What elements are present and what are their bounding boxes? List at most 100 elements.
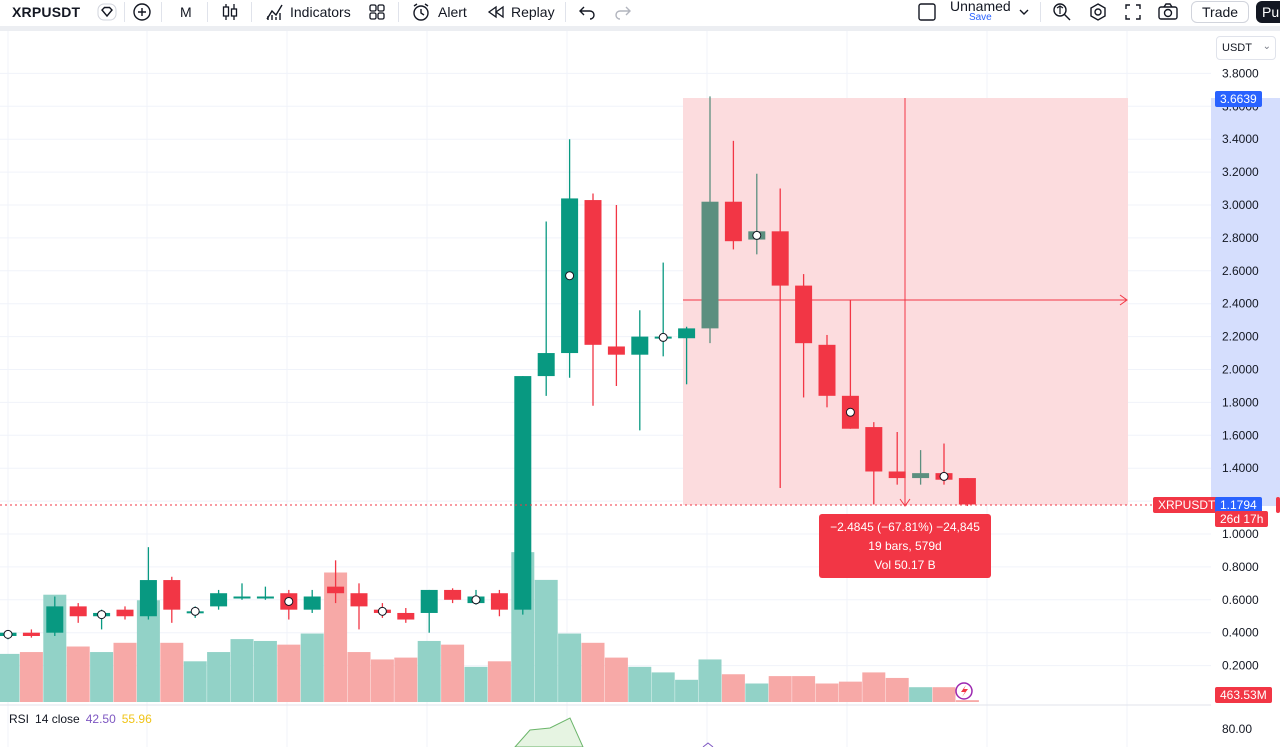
rsi-line-segment xyxy=(702,742,714,747)
dividend-marker xyxy=(190,606,200,616)
candle-body xyxy=(888,471,906,479)
price-chart[interactable]: 3.80003.60003.40003.20003.00002.80002.60… xyxy=(0,31,1280,747)
candle-body xyxy=(397,612,415,620)
templates-grid-icon[interactable] xyxy=(368,0,386,24)
fullscreen-icon[interactable] xyxy=(1124,0,1142,24)
trade-label: Trade xyxy=(1202,4,1239,20)
volume-bar xyxy=(113,642,137,702)
undo-icon[interactable] xyxy=(578,0,596,24)
price-tick-label: 0.6000 xyxy=(1222,593,1259,607)
volume-bar xyxy=(862,672,886,702)
price-tick-label: 2.0000 xyxy=(1222,363,1259,377)
price-tick-label: 2.4000 xyxy=(1222,297,1259,311)
candle-body xyxy=(607,346,625,355)
trade-button[interactable]: Trade xyxy=(1191,0,1250,24)
candle-body xyxy=(303,596,321,610)
camera-snapshot-icon[interactable] xyxy=(1157,0,1179,24)
toolbar-divider xyxy=(207,2,208,22)
price-tick-label: 0.4000 xyxy=(1222,626,1259,640)
price-tick-label: 3.0000 xyxy=(1222,198,1259,212)
candle-body xyxy=(444,589,462,600)
candle-body xyxy=(22,632,40,636)
indicators-icon xyxy=(266,4,283,20)
price-tick-label: 1.6000 xyxy=(1222,428,1259,442)
volume-bar xyxy=(253,640,277,702)
volume-bar xyxy=(487,661,511,702)
volume-bar xyxy=(838,681,862,702)
dividend-marker xyxy=(752,230,762,240)
candle-body xyxy=(795,285,813,344)
candle-body xyxy=(420,589,438,613)
measure-arrowhead-right xyxy=(1119,294,1128,306)
volume-bar xyxy=(604,657,628,702)
symbol-search-button[interactable]: XRPUSDT xyxy=(12,0,80,24)
layout-checkbox-icon[interactable] xyxy=(917,0,937,24)
volume-bar xyxy=(628,666,652,702)
volume-bar xyxy=(66,646,90,702)
price-tick-label: 1.0000 xyxy=(1222,527,1259,541)
replay-button[interactable]: Replay xyxy=(487,0,555,24)
measure-bars: 19 bars, 579d xyxy=(868,539,942,553)
candle-body xyxy=(69,606,87,617)
publish-button[interactable]: Pu xyxy=(1256,0,1280,24)
settings-gear-icon[interactable] xyxy=(1088,0,1108,24)
price-tick-label: 1.4000 xyxy=(1222,461,1259,475)
volume-bar xyxy=(19,652,43,702)
volume-bar xyxy=(441,644,465,702)
price-tick-label: 2.8000 xyxy=(1222,231,1259,245)
volume-bar xyxy=(792,676,816,702)
candle-body xyxy=(46,606,64,633)
candle-body xyxy=(958,478,976,505)
volume-bar xyxy=(464,666,488,702)
candle-body xyxy=(818,344,836,396)
volume-bar xyxy=(370,659,394,702)
candle-body xyxy=(537,353,555,377)
layout-name-button[interactable]: Unnamed Save xyxy=(950,0,1011,24)
candle-body xyxy=(327,586,345,594)
candle-body xyxy=(678,328,696,339)
diamond-icon[interactable] xyxy=(97,0,117,24)
candle-body xyxy=(139,580,157,617)
price-tick-label: 0.8000 xyxy=(1222,560,1259,574)
dividend-marker xyxy=(845,407,855,417)
symbol-tag-badge: XRPUSDT xyxy=(1153,497,1221,513)
candle-body xyxy=(701,201,719,329)
price-tick-label: 3.4000 xyxy=(1222,132,1259,146)
volume-bar xyxy=(581,642,605,702)
candle-body xyxy=(514,376,532,610)
toolbar-divider xyxy=(161,2,162,22)
volume-bar xyxy=(745,683,769,702)
flash-icon[interactable] xyxy=(955,682,973,700)
toolbar-separator xyxy=(0,26,1280,31)
replay-icon xyxy=(487,5,504,19)
rsi-legend[interactable]: RSI 14 close 42.50 55.96 xyxy=(9,712,152,726)
alert-button[interactable]: Alert xyxy=(411,0,467,24)
price-tick-label: 0.2000 xyxy=(1222,659,1259,673)
add-symbol-icon[interactable] xyxy=(132,0,152,24)
toolbar-divider xyxy=(251,2,252,22)
event-markers xyxy=(3,230,949,639)
volume-bar xyxy=(909,687,933,702)
volume-badge: 463.53M xyxy=(1215,687,1272,703)
toolbar-divider xyxy=(124,2,125,22)
quick-search-icon[interactable] xyxy=(1052,0,1072,24)
currency-value: USDT xyxy=(1222,42,1252,54)
chevron-down-icon[interactable] xyxy=(1018,0,1030,24)
volume-bar xyxy=(347,652,371,702)
symbol-name: XRPUSDT xyxy=(12,4,81,20)
volume-bar xyxy=(90,652,114,702)
indicators-button[interactable]: Indicators xyxy=(265,0,351,24)
dividend-marker xyxy=(3,629,13,639)
volume-bar xyxy=(768,676,792,702)
save-label: Save xyxy=(968,12,992,23)
rsi-params: 14 close xyxy=(35,712,80,726)
redo-icon[interactable] xyxy=(614,0,632,24)
candles-chart-type-icon[interactable] xyxy=(221,0,239,24)
dividend-marker xyxy=(939,471,949,481)
measure-tooltip: −2.4845 (−67.81%) −24,845 19 bars, 579d … xyxy=(819,514,991,578)
candle-body xyxy=(163,580,181,610)
volume-bar xyxy=(417,640,441,702)
interval-button[interactable]: M xyxy=(180,0,192,24)
currency-select[interactable]: USDT ⌄ xyxy=(1216,36,1276,60)
last-price-badge: 1.1794 xyxy=(1215,497,1262,513)
